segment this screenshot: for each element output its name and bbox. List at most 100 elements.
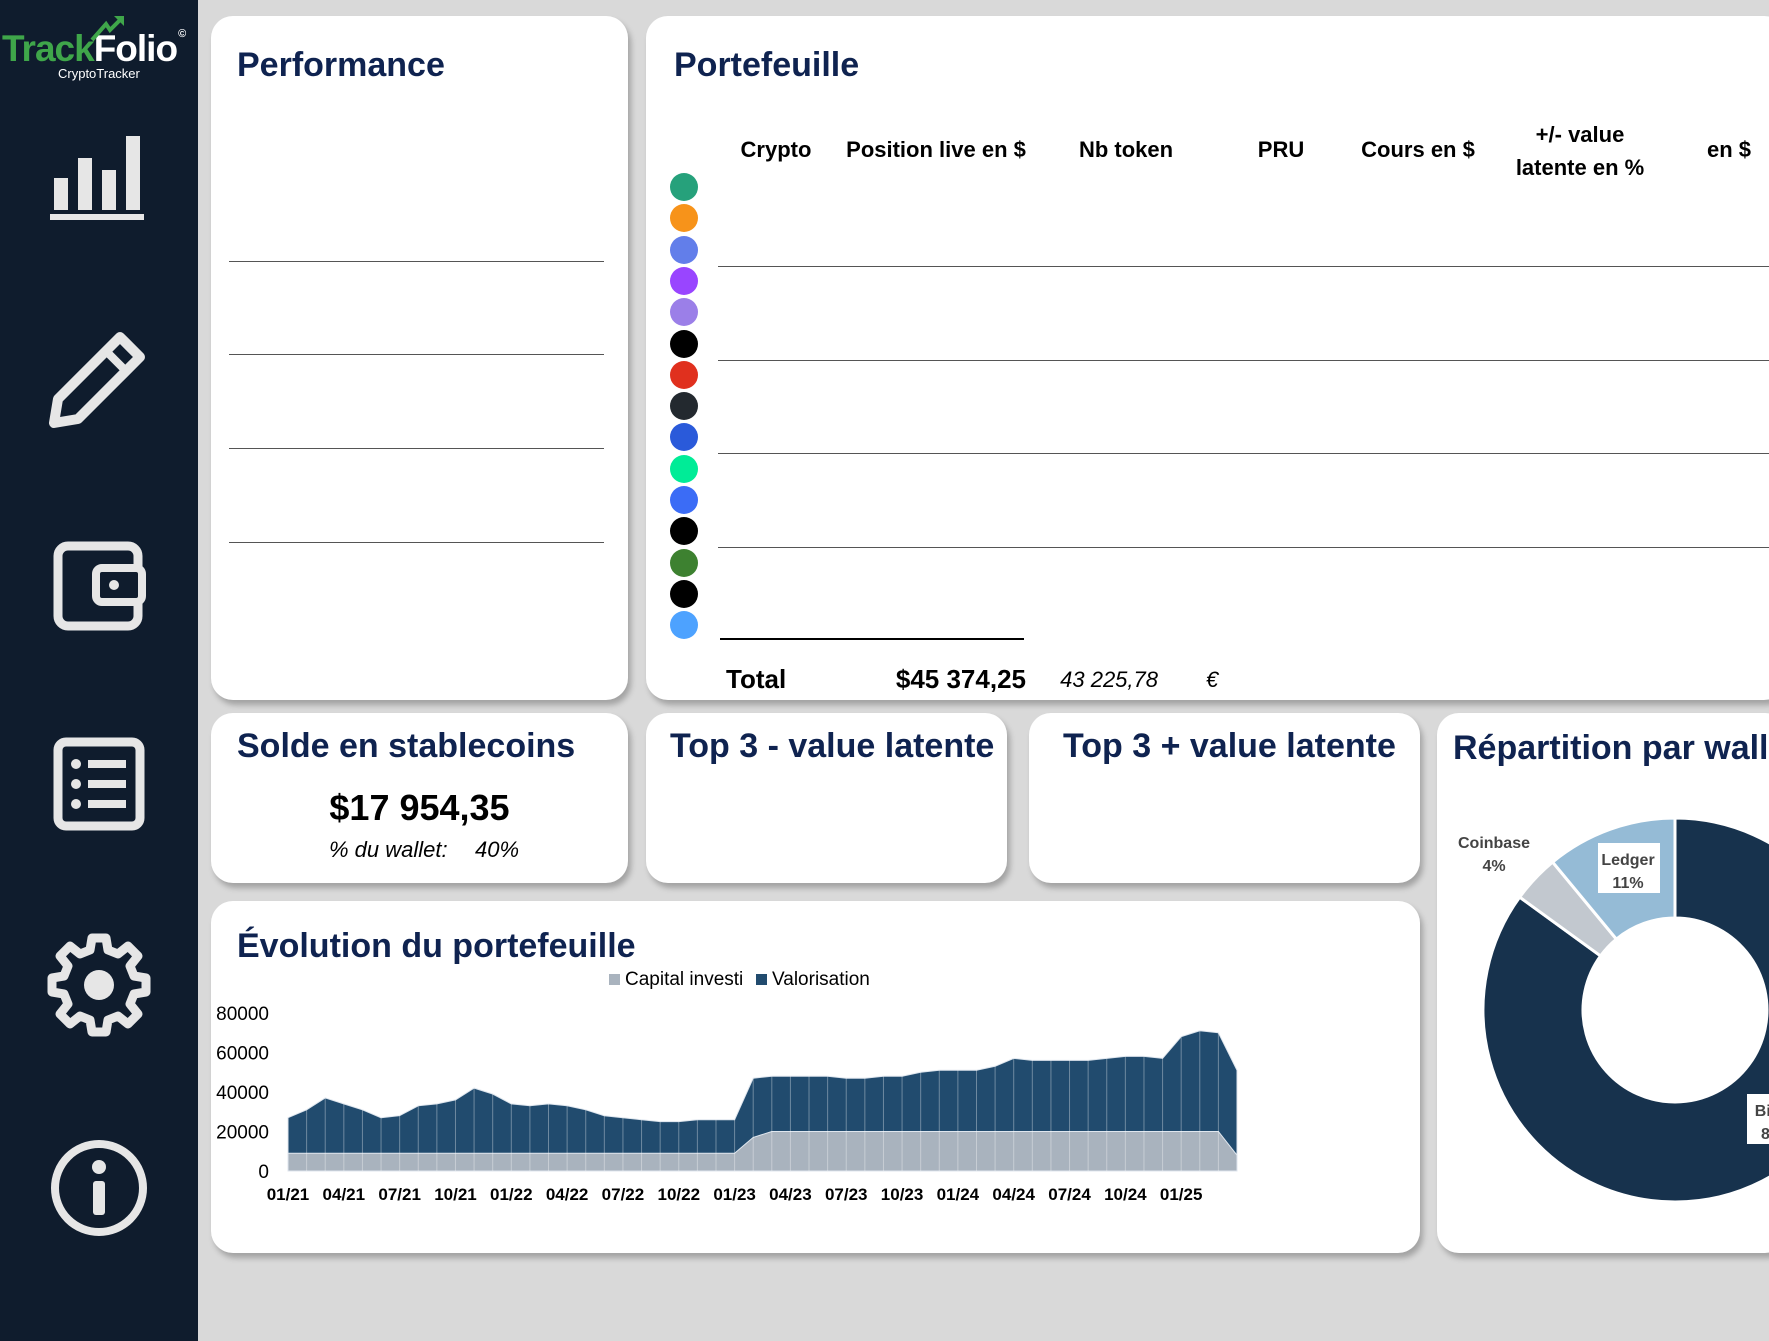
logo-copyright: © bbox=[178, 28, 186, 40]
sidebar: TrackFolio© CryptoTracker bbox=[0, 0, 198, 1341]
header-pru: PRU bbox=[1257, 137, 1305, 162]
logo-subtitle: CryptoTracker bbox=[58, 66, 140, 81]
header-position: Position live en $ bbox=[846, 137, 1026, 162]
sui-coin-icon bbox=[670, 611, 698, 640]
total-label: Total bbox=[726, 664, 787, 694]
Coinbase-label: Coinbase bbox=[1458, 835, 1530, 852]
x-tick-label: 07/22 bbox=[602, 1185, 645, 1204]
x-tick-label: 01/25 bbox=[1160, 1185, 1203, 1204]
y-tick-label: 60000 bbox=[216, 1044, 269, 1065]
repartition-title: Répartition par wallet bbox=[1453, 729, 1769, 767]
stablecoins-card: Solde en stablecoins $17 954,35 % du wal… bbox=[211, 713, 628, 883]
header-pct-line2: latente en % bbox=[1515, 155, 1645, 180]
settings-gear-icon[interactable] bbox=[46, 932, 152, 1038]
Binance-label: Binan bbox=[1755, 1103, 1769, 1120]
x-tick-label: 04/24 bbox=[992, 1185, 1035, 1204]
Ledger-label-bg bbox=[1598, 843, 1660, 893]
legend-capital-swatch bbox=[609, 974, 620, 985]
trend-arrow-icon bbox=[90, 16, 124, 42]
usdt-coin-icon bbox=[670, 173, 698, 201]
x-tick-label: 10/21 bbox=[434, 1185, 477, 1204]
top3-plus-title: Top 3 + value latente bbox=[1063, 727, 1396, 765]
legend-valorisation-swatch bbox=[756, 974, 767, 985]
top3-plus-card: Top 3 + value latente bbox=[1029, 713, 1420, 883]
evolution-area-chart: Capital investi Valorisation 0 20000 40000 60… bbox=[216, 969, 1238, 1204]
link-coin-icon bbox=[670, 423, 698, 452]
capital-area bbox=[287, 1131, 1238, 1172]
y-tick-label: 40000 bbox=[216, 1083, 269, 1104]
perf-divider bbox=[229, 354, 604, 356]
portfolio-title: Portefeuille bbox=[674, 46, 860, 84]
header-usd: en $ bbox=[1706, 137, 1752, 162]
list-icon[interactable] bbox=[46, 730, 152, 836]
legend-capital-label: Capital investi bbox=[625, 969, 743, 990]
repartition-donut-chart: Coinbase 4% Ledger 11% Binan 85% bbox=[1458, 816, 1769, 1204]
x-tick-label: 01/22 bbox=[490, 1185, 533, 1204]
total-eur: 43 225,78 bbox=[1060, 667, 1158, 692]
y-tick-label: 20000 bbox=[216, 1123, 269, 1144]
top3-minus-card: Top 3 - value latente bbox=[646, 713, 1007, 883]
row-divider bbox=[718, 547, 1769, 549]
y-tick-label: 0 bbox=[258, 1162, 269, 1183]
repartition-card: Répartition par wallet Coinbase 4% Ledger 1… bbox=[1437, 713, 1769, 1253]
total-divider bbox=[720, 638, 1024, 640]
logo-folio: Folio bbox=[93, 28, 178, 69]
header-pct-line1: +/- value bbox=[1535, 122, 1625, 147]
dashboard-chart-icon[interactable] bbox=[46, 122, 152, 228]
logo-track: Track bbox=[2, 28, 95, 69]
x-tick-label: 10/24 bbox=[1104, 1185, 1147, 1204]
performance-card: Performance bbox=[211, 16, 628, 700]
stablecoins-pct-value: 40% bbox=[475, 837, 520, 862]
top3-minus-title: Top 3 - value latente bbox=[670, 727, 995, 765]
Ledger-label: 11% bbox=[1612, 875, 1643, 892]
total-usd: $45 374,25 bbox=[895, 664, 1026, 694]
perf-divider bbox=[229, 541, 604, 543]
x-tick-label: 07/23 bbox=[825, 1185, 868, 1204]
x-tick-label: 10/23 bbox=[881, 1185, 924, 1204]
Coinbase-label: 4% bbox=[1482, 858, 1505, 875]
x-tick-label: 04/23 bbox=[769, 1185, 812, 1204]
header-nb-token: Nb token bbox=[1078, 137, 1174, 162]
io-coin-icon bbox=[670, 579, 698, 608]
stablecoins-title: Solde en stablecoins bbox=[237, 727, 576, 765]
slice-binance bbox=[1481, 816, 1769, 1204]
x-tick-label: 07/24 bbox=[1048, 1185, 1091, 1204]
x-tick-label: 01/24 bbox=[937, 1185, 980, 1204]
trackfolio-logo[interactable]: TrackFolio© CryptoTracker bbox=[2, 16, 198, 88]
wallet-icon[interactable] bbox=[46, 530, 152, 636]
Binance-label-bg bbox=[1747, 1094, 1769, 1144]
fet-coin-icon bbox=[670, 517, 698, 546]
header-cours: Cours en $ bbox=[1361, 137, 1475, 162]
aave-coin-icon bbox=[670, 298, 698, 327]
performance-title: Performance bbox=[237, 46, 445, 84]
x-tick-label: 07/21 bbox=[378, 1185, 421, 1204]
portfolio-card: Portefeuille Crypto Position live en $ N… bbox=[646, 16, 1769, 700]
row-divider bbox=[718, 359, 1769, 361]
x-tick-label: 01/23 bbox=[713, 1185, 756, 1204]
near-coin-icon bbox=[670, 454, 698, 483]
legend-valorisation-label: Valorisation bbox=[772, 969, 870, 990]
evolution-title: Évolution du portefeuille bbox=[237, 927, 636, 965]
x-tick-label: 10/22 bbox=[657, 1185, 700, 1204]
stablecoins-pct-label: % du wallet: bbox=[329, 837, 448, 862]
x-tick-label: 04/21 bbox=[323, 1185, 366, 1204]
pencil-edit-icon[interactable] bbox=[46, 325, 152, 431]
row-divider bbox=[718, 453, 1769, 455]
inj-coin-icon bbox=[670, 486, 698, 514]
Binance-label: 85% bbox=[1761, 1126, 1769, 1143]
render-coin-icon bbox=[670, 360, 698, 389]
info-icon[interactable] bbox=[46, 1135, 152, 1241]
tao-coin-icon bbox=[670, 329, 698, 358]
eth-coin-icon bbox=[670, 235, 698, 264]
row-divider bbox=[718, 265, 1769, 267]
header-crypto: Crypto bbox=[740, 137, 812, 162]
total-eur-symbol: € bbox=[1206, 667, 1219, 692]
x-tick-label: 01/21 bbox=[267, 1185, 310, 1204]
y-tick-label: 80000 bbox=[216, 1004, 269, 1025]
Ledger-label: Ledger bbox=[1601, 852, 1654, 869]
perf-divider bbox=[229, 260, 604, 262]
sol-coin-icon bbox=[670, 266, 698, 295]
pepe-coin-icon bbox=[670, 548, 698, 577]
evolution-card: Évolution du portefeuille Capital invest… bbox=[211, 901, 1420, 1253]
xrp-coin-icon bbox=[670, 392, 698, 421]
